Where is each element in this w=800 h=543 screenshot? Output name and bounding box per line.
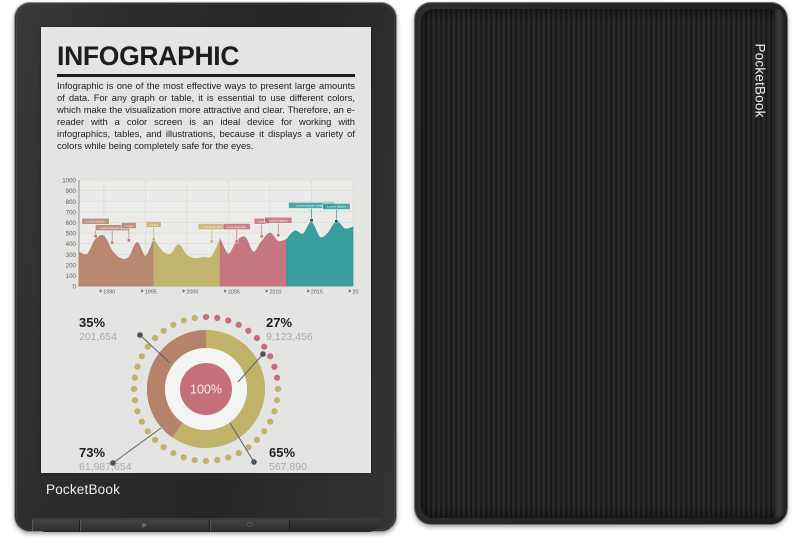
back-button[interactable] bbox=[32, 519, 80, 531]
ribbed-texture bbox=[421, 9, 781, 518]
svg-text:Lorem ipsum do: Lorem ipsum do bbox=[100, 226, 124, 230]
callout-value: 9,123,456 bbox=[266, 331, 313, 343]
callout-percent: 73% bbox=[79, 445, 105, 460]
donut-chart: 100% 35% 201,654 27% 9,123,456 73% 61,987,654 6… bbox=[41, 310, 371, 473]
screen-page: INFOGRAPHIC Infographic is one of the mo… bbox=[41, 27, 371, 473]
olive-arc-right bbox=[206, 330, 265, 438]
intro-paragraph: Infographic is one of the most effective… bbox=[57, 80, 355, 151]
svg-text:2010: 2010 bbox=[269, 289, 281, 295]
svg-text:Lorem: Lorem bbox=[149, 223, 159, 227]
svg-text:1995: 1995 bbox=[145, 289, 157, 295]
svg-text:600: 600 bbox=[66, 220, 77, 227]
play-button[interactable]: ▶ bbox=[80, 519, 210, 531]
svg-text:0: 0 bbox=[73, 284, 77, 291]
back-device: PocketBook bbox=[414, 2, 788, 525]
back-side-edge bbox=[775, 9, 785, 518]
callout-value: 567,890 bbox=[269, 461, 307, 473]
e-reader-screen[interactable]: INFOGRAPHIC Infographic is one of the mo… bbox=[41, 27, 371, 473]
front-brand-logo: PocketBook bbox=[46, 482, 121, 497]
page-title: INFOGRAPHIC bbox=[57, 41, 240, 71]
svg-text:2020: 2020 bbox=[352, 289, 359, 295]
center-percent-label: 100% bbox=[190, 382, 222, 396]
svg-text:Lorem: Lorem bbox=[257, 220, 267, 224]
svg-text:Lorem ipsum: Lorem ipsum bbox=[327, 205, 346, 209]
power-icon: ⏻ bbox=[247, 521, 253, 529]
play-icon: ▶ bbox=[142, 521, 148, 529]
power-button[interactable]: ⏻ bbox=[210, 519, 290, 531]
callout-percent: 65% bbox=[269, 445, 295, 460]
device-bottom-edge: ▶ ⏻ bbox=[32, 518, 382, 532]
svg-text:Lorem ipsum dolor si: Lorem ipsum dolor si bbox=[296, 204, 327, 208]
svg-text:400: 400 bbox=[66, 241, 77, 248]
svg-text:Lorem: Lorem bbox=[124, 224, 134, 228]
svg-text:100: 100 bbox=[66, 273, 77, 280]
callout-bottom-right: 65%567,890 bbox=[229, 422, 307, 473]
svg-text:Lorem ipsum: Lorem ipsum bbox=[202, 225, 221, 229]
svg-text:300: 300 bbox=[66, 252, 77, 259]
svg-text:Lorem ipsum: Lorem ipsum bbox=[227, 225, 246, 229]
callout-bottom-left: 73%61,987,654 bbox=[79, 427, 162, 473]
svg-text:Lorem ipsum: Lorem ipsum bbox=[269, 219, 288, 223]
back-brand-logo: PocketBook bbox=[747, 25, 773, 135]
donut-center bbox=[180, 363, 232, 415]
svg-text:1000: 1000 bbox=[62, 178, 76, 185]
donut-chart-svg: 100%35%201,65427%9,123,45673%61,987,6546… bbox=[79, 313, 313, 473]
callout-top-right: 27%9,123,456 bbox=[237, 315, 313, 383]
callout-percent: 27% bbox=[266, 315, 292, 330]
title-divider bbox=[57, 74, 355, 77]
svg-text:200: 200 bbox=[66, 262, 77, 269]
area-chart-svg: 0 100 200 300 400 500 600 700 800 900 1000 Lorem ip… bbox=[62, 178, 359, 296]
callout-value: 201,654 bbox=[79, 331, 117, 343]
svg-text:500: 500 bbox=[66, 231, 77, 238]
callout-top-left: 35%201,654 bbox=[79, 315, 171, 364]
svg-text:800: 800 bbox=[66, 199, 77, 206]
svg-text:Lorem ipsum: Lorem ipsum bbox=[86, 220, 105, 224]
svg-text:2015: 2015 bbox=[311, 289, 323, 295]
brown-arc bbox=[147, 330, 206, 438]
front-device: INFOGRAPHIC Infographic is one of the mo… bbox=[14, 2, 397, 532]
back-brand-logo-text: PocketBook bbox=[752, 42, 768, 118]
svg-text:1990: 1990 bbox=[103, 289, 115, 295]
svg-text:700: 700 bbox=[66, 209, 77, 216]
back-panel: PocketBook bbox=[421, 9, 781, 518]
svg-text:900: 900 bbox=[66, 188, 77, 195]
callout-percent: 35% bbox=[79, 315, 105, 330]
svg-text:2005: 2005 bbox=[228, 289, 240, 295]
svg-text:2000: 2000 bbox=[186, 289, 198, 295]
area-chart: 0 100 200 300 400 500 600 700 800 900 1000 Lorem ip… bbox=[53, 174, 359, 304]
callout-value: 61,987,654 bbox=[79, 461, 132, 473]
